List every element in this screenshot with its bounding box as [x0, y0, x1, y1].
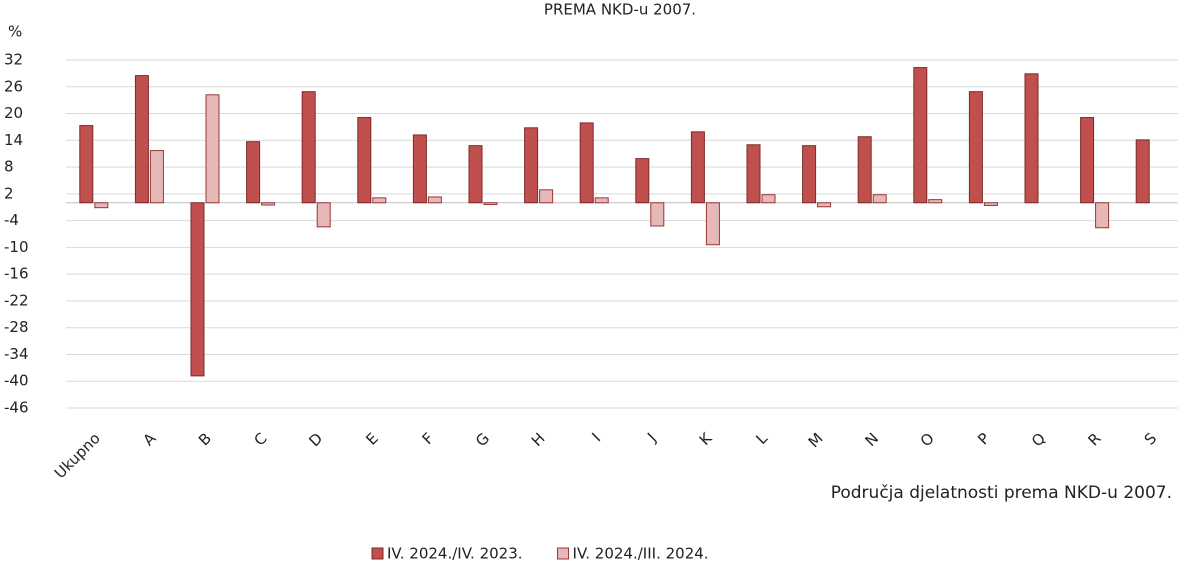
- bar: [802, 145, 817, 204]
- bar: [134, 75, 149, 204]
- bar: [94, 202, 109, 209]
- y-tick-label: 20: [4, 104, 23, 122]
- x-tick-label: S: [1141, 429, 1160, 448]
- bar: [261, 202, 276, 206]
- y-tick-label: 2: [4, 184, 14, 202]
- bar: [316, 202, 331, 228]
- bar: [913, 67, 928, 204]
- y-tick-label: -22: [4, 291, 29, 309]
- x-tick-label: Q: [1028, 429, 1049, 450]
- x-tick-label: E: [362, 429, 381, 448]
- x-tick-label: A: [139, 429, 160, 450]
- bar: [690, 131, 705, 204]
- y-tick-label: -46: [4, 399, 29, 417]
- x-tick-label: M: [805, 429, 827, 451]
- bar: [372, 197, 387, 204]
- x-tick-label: F: [419, 429, 438, 448]
- bar: [579, 122, 594, 204]
- legend-swatch: [557, 547, 570, 560]
- legend-label: IV. 2024./III. 2024.: [573, 545, 709, 563]
- y-tick-label: -16: [4, 265, 29, 283]
- x-tick-label: R: [1085, 429, 1105, 449]
- x-tick-label: C: [250, 429, 270, 449]
- y-tick-label: 14: [4, 131, 23, 149]
- bar: [746, 144, 761, 204]
- bar: [524, 127, 539, 204]
- bar: [1080, 117, 1095, 204]
- bar: [1024, 73, 1039, 204]
- bar: [468, 145, 483, 204]
- bar: [983, 202, 998, 206]
- bar: [872, 194, 887, 204]
- y-tick-label: -4: [4, 211, 19, 229]
- x-tick-label: O: [917, 429, 938, 450]
- legend-swatch: [371, 547, 384, 560]
- bar: [301, 91, 316, 204]
- y-tick-label: -28: [4, 318, 29, 336]
- y-tick-label: -34: [4, 345, 29, 363]
- bar: [817, 202, 832, 208]
- x-tick-label: K: [696, 428, 717, 449]
- y-tick-label: -40: [4, 372, 29, 390]
- y-tick-label: 26: [4, 77, 23, 95]
- bar: [205, 94, 220, 204]
- bar: [246, 141, 261, 204]
- bar: [190, 202, 205, 377]
- bar: [635, 158, 650, 204]
- x-tick-label: J: [643, 429, 660, 446]
- x-tick-label: B: [195, 429, 215, 449]
- bar: [968, 91, 983, 204]
- bar: [539, 189, 554, 204]
- x-tick-label: G: [472, 429, 493, 450]
- x-tick-label: D: [305, 429, 326, 450]
- bar: [1135, 139, 1150, 204]
- bar: [412, 134, 427, 204]
- bar: [761, 194, 776, 204]
- chart-title: PREMA NKD-u 2007.: [544, 1, 696, 19]
- x-axis-label: Područja djelatnosti prema NKD-u 2007.: [831, 483, 1172, 503]
- x-tick-label: P: [974, 429, 993, 448]
- bar: [79, 125, 94, 204]
- x-tick-label: I: [588, 429, 604, 445]
- bar: [857, 136, 872, 204]
- bar: [483, 202, 498, 206]
- bar: [705, 202, 720, 246]
- y-tick-label: -10: [4, 238, 29, 256]
- bar: [650, 202, 665, 227]
- x-tick-label: N: [862, 429, 883, 450]
- y-tick-label: 8: [4, 158, 14, 176]
- legend-label: IV. 2024./IV. 2023.: [387, 545, 523, 563]
- bar: [594, 197, 609, 204]
- x-tick-label: H: [528, 429, 549, 450]
- x-tick-label: Ukupno: [51, 429, 104, 482]
- y-tick-label: 32: [4, 51, 23, 69]
- bar: [1095, 202, 1110, 229]
- x-tick-label: L: [752, 429, 771, 448]
- y-axis-label: %: [8, 23, 22, 41]
- bar: [357, 117, 372, 204]
- bar: [149, 150, 164, 204]
- bar: [427, 196, 442, 204]
- bar: [928, 199, 943, 204]
